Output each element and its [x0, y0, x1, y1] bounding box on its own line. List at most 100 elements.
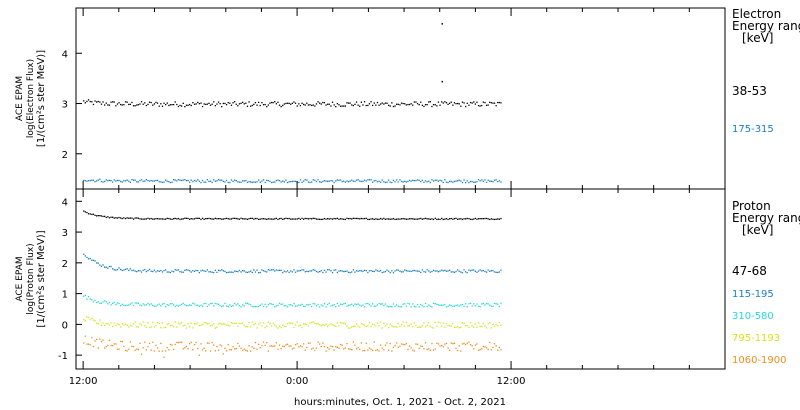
data-point: [137, 181, 139, 183]
data-point: [294, 324, 297, 326]
data-point: [423, 306, 425, 308]
data-point: [94, 340, 96, 342]
data-point: [96, 101, 98, 103]
data-point: [280, 348, 282, 350]
data-point: [479, 306, 481, 308]
data-point: [296, 305, 298, 307]
data-point: [145, 326, 147, 328]
data-point: [92, 301, 95, 303]
data-point: [213, 101, 215, 103]
data-point: [346, 217, 348, 219]
data-point: [156, 304, 159, 306]
data-point: [336, 217, 338, 219]
data-point: [452, 218, 454, 220]
data-point: [116, 323, 119, 325]
data-point: [278, 269, 281, 271]
data-point: [360, 180, 362, 183]
data-point: [221, 269, 223, 271]
data-point: [293, 269, 295, 271]
data-point: [139, 218, 141, 220]
data-point: [367, 104, 369, 107]
data-point: [396, 342, 398, 344]
data-point: [225, 305, 228, 307]
data-point: [376, 322, 379, 324]
data-point: [349, 102, 351, 104]
data-point: [163, 181, 165, 183]
data-point: [413, 101, 415, 103]
data-point: [248, 303, 250, 305]
data-point: [466, 102, 468, 104]
data-point: [359, 270, 361, 272]
data-point: [307, 181, 310, 183]
data-point: [407, 325, 409, 327]
data-point: [463, 102, 465, 104]
data-point: [179, 304, 181, 306]
data-point: [410, 270, 412, 273]
data-point: [378, 104, 380, 106]
data-point: [145, 304, 147, 306]
data-point: [216, 326, 218, 328]
data-point: [408, 179, 411, 182]
data-point: [217, 218, 220, 220]
data-point: [415, 306, 417, 308]
data-point: [238, 181, 241, 183]
data-point: [243, 270, 245, 272]
data-point: [234, 270, 236, 272]
data-point: [259, 104, 261, 107]
y-axis-label-line: [1/(cm²s ster MeV)]: [36, 50, 47, 147]
data-point: [394, 181, 396, 183]
data-point: [147, 322, 149, 324]
data-point: [182, 325, 184, 327]
data-point: [185, 217, 188, 219]
data-point: [219, 305, 221, 307]
data-point: [217, 303, 220, 305]
data-point: [208, 322, 210, 325]
data-point: [437, 304, 440, 306]
data-point: [145, 349, 147, 351]
data-point: [391, 270, 393, 272]
data-point: [458, 345, 460, 347]
data-point: [120, 180, 122, 183]
data-point: [238, 345, 241, 347]
data-point: [285, 217, 287, 219]
data-point: [105, 216, 107, 219]
data-point: [213, 179, 215, 181]
data-point: [365, 270, 367, 272]
data-point: [161, 322, 164, 324]
data-point: [235, 103, 237, 105]
data-point: [142, 303, 144, 305]
data-point: [362, 304, 364, 306]
data-point: [498, 218, 500, 220]
data-point: [420, 303, 422, 306]
data-point: [176, 218, 178, 220]
data-point: [426, 324, 428, 326]
data-point: [392, 325, 395, 328]
data-point: [424, 180, 427, 182]
data-point: [335, 346, 337, 348]
data-point: [83, 253, 85, 255]
data-point: [126, 324, 128, 326]
data-point: [290, 103, 292, 105]
y-axis-label-line: ACE EPAM: [15, 76, 25, 121]
data-point: [91, 213, 93, 216]
data-point: [118, 216, 120, 219]
data-point: [237, 218, 239, 220]
data-point: [306, 270, 308, 272]
data-point: [299, 269, 302, 272]
data-point: [253, 324, 255, 326]
data-point: [397, 218, 399, 220]
data-point: [453, 218, 456, 220]
data-point: [410, 347, 412, 349]
data-point: [277, 179, 279, 181]
data-point: [216, 271, 218, 273]
data-point: [126, 217, 128, 219]
data-point: [415, 101, 417, 103]
legend-entry: 115-195: [732, 289, 774, 300]
data-point: [479, 180, 481, 182]
data-point: [251, 181, 253, 183]
data-point: [171, 181, 173, 183]
data-point: [335, 306, 337, 308]
data-point: [301, 327, 303, 329]
data-point: [242, 180, 244, 182]
y-axis-label-line: [1/(cm²s ster MeV)]: [36, 230, 47, 327]
